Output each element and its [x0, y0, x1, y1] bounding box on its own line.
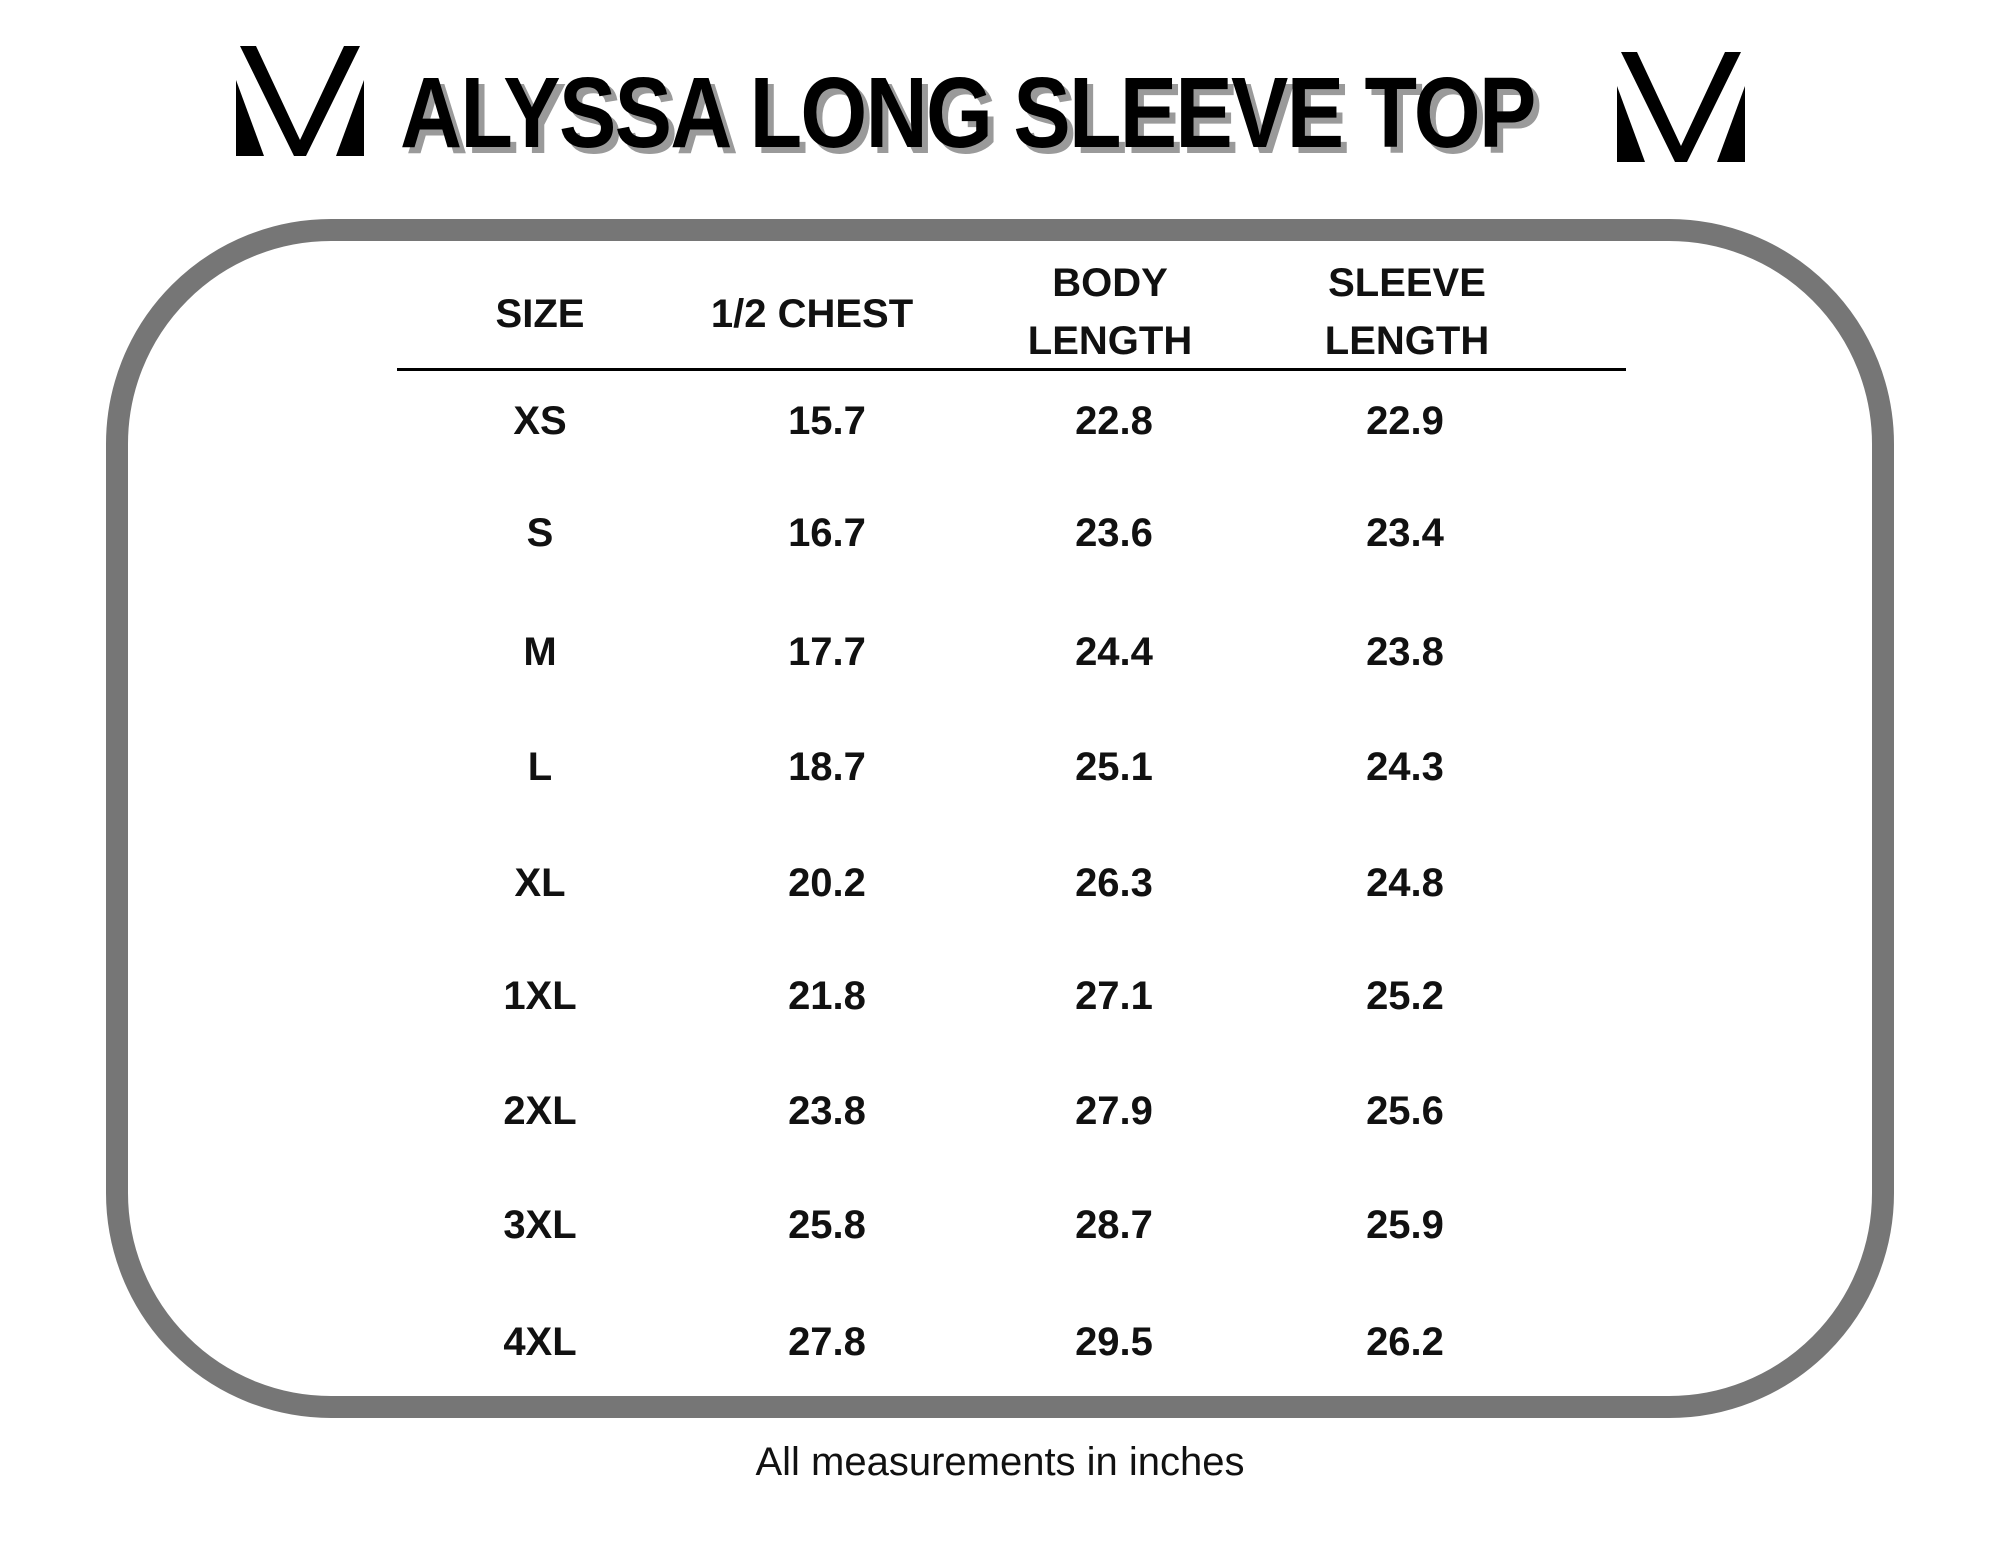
header-body-line1: BODY	[1052, 261, 1168, 305]
header-size-label: SIZE	[495, 292, 585, 336]
cell-size: 4XL	[503, 1320, 577, 1364]
header-sleeve-line1: SLEEVE	[1328, 261, 1486, 305]
cell-size: XL	[514, 861, 566, 905]
header-sleeve-length: SLEEVE LENGTH	[1257, 254, 1557, 370]
cell-body-length: 24.4	[1075, 630, 1153, 674]
logo-icon	[1617, 52, 1745, 162]
cell-sleeve-length: 23.4	[1366, 511, 1444, 555]
cell-half-chest: 17.7	[788, 630, 866, 674]
footer-note: All measurements in inches	[755, 1440, 1245, 1484]
cell-body-length: 27.9	[1075, 1089, 1153, 1133]
title-text: ALYSSA LONG SLEEVE TOP	[400, 57, 1536, 169]
cell-body-length: 23.6	[1075, 511, 1153, 555]
cell-half-chest: 23.8	[788, 1089, 866, 1133]
cell-size: 2XL	[503, 1089, 577, 1133]
header-half-chest: 1/2 CHEST	[662, 285, 962, 343]
cell-sleeve-length: 24.8	[1366, 861, 1444, 905]
header-sleeve-line2: LENGTH	[1324, 319, 1490, 363]
cell-sleeve-length: 26.2	[1366, 1320, 1444, 1364]
cell-sleeve-length: 23.8	[1366, 630, 1444, 674]
cell-half-chest: 20.2	[788, 861, 866, 905]
page-title: ALYSSA LONG SLEEVE TOP	[400, 58, 1605, 168]
table-frame	[106, 219, 1894, 1418]
cell-size: 1XL	[503, 974, 577, 1018]
header-size: SIZE	[390, 285, 690, 343]
cell-half-chest: 25.8	[788, 1203, 866, 1247]
cell-size: XS	[513, 399, 567, 443]
cell-half-chest: 16.7	[788, 511, 866, 555]
cell-body-length: 28.7	[1075, 1203, 1153, 1247]
cell-size: S	[526, 511, 554, 555]
cell-sleeve-length: 25.2	[1366, 974, 1444, 1018]
cell-size: 3XL	[503, 1203, 577, 1247]
logo-icon	[236, 46, 364, 156]
cell-sleeve-length: 25.6	[1366, 1089, 1444, 1133]
cell-half-chest: 18.7	[788, 745, 866, 789]
cell-half-chest: 15.7	[788, 399, 866, 443]
header-body-length: BODY LENGTH	[960, 254, 1260, 370]
cell-half-chest: 21.8	[788, 974, 866, 1018]
cell-sleeve-length: 24.3	[1366, 745, 1444, 789]
header-half-chest-label: 1/2 CHEST	[710, 292, 914, 336]
cell-half-chest: 27.8	[788, 1320, 866, 1364]
cell-body-length: 29.5	[1075, 1320, 1153, 1364]
cell-body-length: 25.1	[1075, 745, 1153, 789]
cell-sleeve-length: 25.9	[1366, 1203, 1444, 1247]
cell-body-length: 26.3	[1075, 861, 1153, 905]
header-divider	[397, 368, 1626, 371]
cell-size: M	[523, 630, 557, 674]
header-body-line2: LENGTH	[1027, 319, 1193, 363]
cell-body-length: 22.8	[1075, 399, 1153, 443]
cell-body-length: 27.1	[1075, 974, 1153, 1018]
cell-size: L	[527, 745, 553, 789]
cell-sleeve-length: 22.9	[1366, 399, 1444, 443]
